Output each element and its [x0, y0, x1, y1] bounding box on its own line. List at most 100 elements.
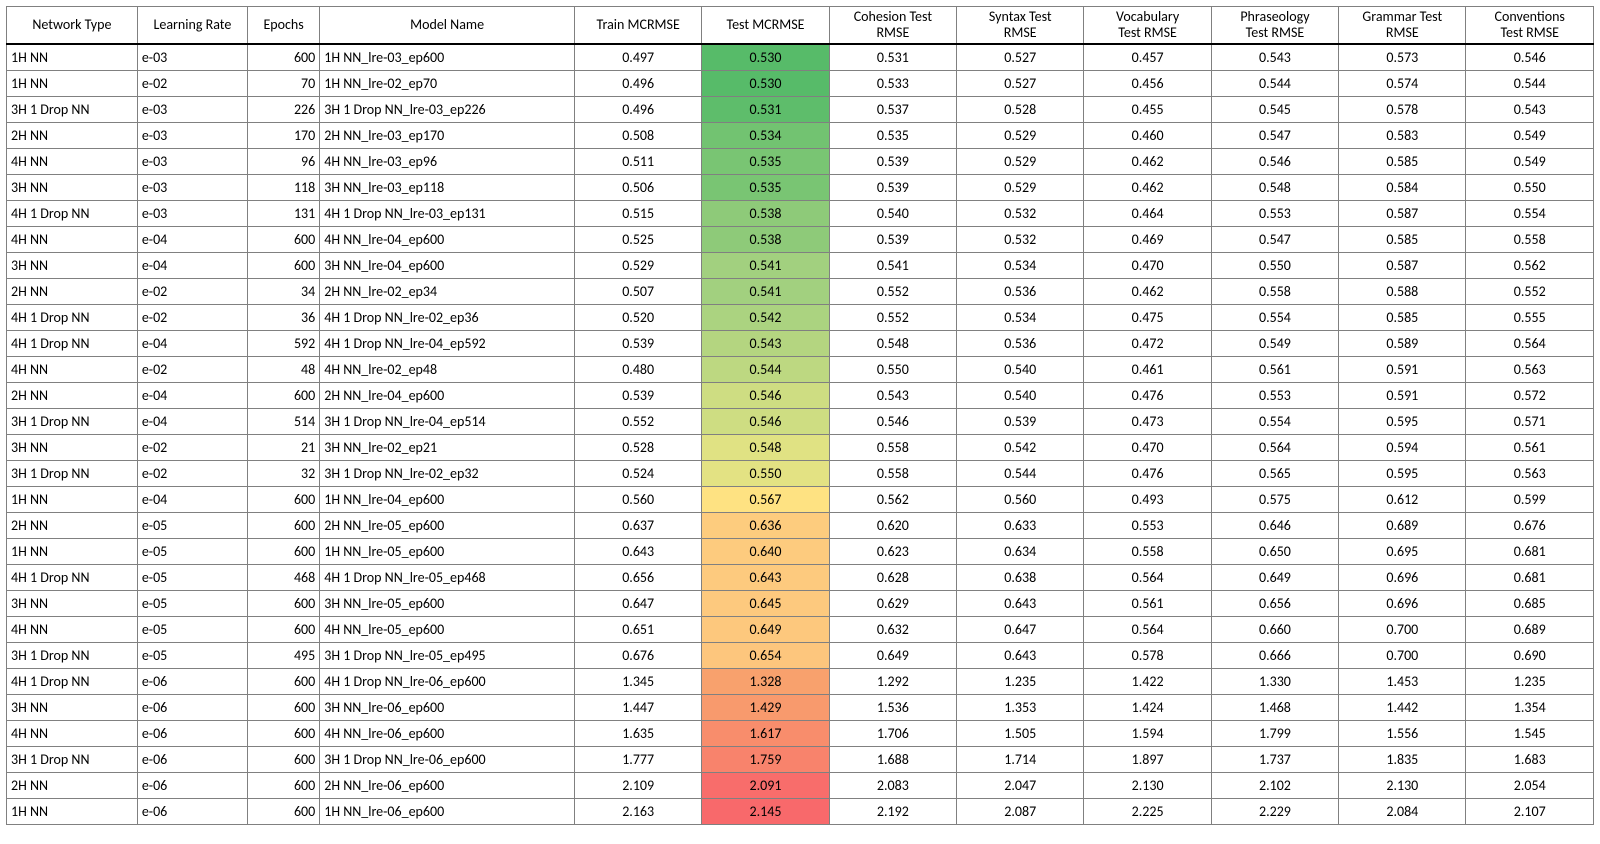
cell-vocabulary: 0.461 [1084, 356, 1211, 382]
cell-test_mcrmse: 0.654 [702, 642, 829, 668]
cell-vocabulary: 1.424 [1084, 694, 1211, 720]
cell-phraseology: 2.102 [1211, 772, 1338, 798]
cell-learning_rate: e-02 [137, 278, 247, 304]
cell-learning_rate: e-05 [137, 538, 247, 564]
table-row: 4H 1 Drop NNe-031314H 1 Drop NN_lre-03_e… [7, 200, 1594, 226]
cell-epochs: 131 [247, 200, 319, 226]
cell-learning_rate: e-03 [137, 122, 247, 148]
cell-epochs: 514 [247, 408, 319, 434]
cell-train_mcrmse: 1.447 [574, 694, 701, 720]
cell-model_name: 4H 1 Drop NN_lre-06_ep600 [320, 668, 575, 694]
table-row: 4H 1 Drop NNe-02364H 1 Drop NN_lre-02_ep… [7, 304, 1594, 330]
cell-syntax: 0.638 [957, 564, 1084, 590]
cell-grammar: 0.573 [1339, 44, 1466, 70]
cell-model_name: 4H NN_lre-05_ep600 [320, 616, 575, 642]
cell-grammar: 2.084 [1339, 798, 1466, 824]
cell-train_mcrmse: 0.497 [574, 44, 701, 70]
cell-epochs: 96 [247, 148, 319, 174]
cell-phraseology: 0.561 [1211, 356, 1338, 382]
cell-conventions: 0.563 [1466, 356, 1594, 382]
cell-epochs: 34 [247, 278, 319, 304]
cell-conventions: 1.683 [1466, 746, 1594, 772]
cell-learning_rate: e-05 [137, 564, 247, 590]
cell-model_name: 1H NN_lre-06_ep600 [320, 798, 575, 824]
cell-test_mcrmse: 1.429 [702, 694, 829, 720]
cell-conventions: 0.685 [1466, 590, 1594, 616]
cell-learning_rate: e-06 [137, 720, 247, 746]
cell-train_mcrmse: 2.163 [574, 798, 701, 824]
cell-model_name: 2H NN_lre-02_ep34 [320, 278, 575, 304]
cell-syntax: 0.643 [957, 590, 1084, 616]
cell-train_mcrmse: 0.552 [574, 408, 701, 434]
cell-train_mcrmse: 0.539 [574, 382, 701, 408]
cell-vocabulary: 0.473 [1084, 408, 1211, 434]
cell-network_type: 1H NN [7, 70, 138, 96]
cell-cohesion: 0.541 [829, 252, 956, 278]
cell-model_name: 3H NN_lre-02_ep21 [320, 434, 575, 460]
cell-conventions: 0.690 [1466, 642, 1594, 668]
cell-vocabulary: 1.422 [1084, 668, 1211, 694]
cell-cohesion: 0.550 [829, 356, 956, 382]
cell-epochs: 600 [247, 694, 319, 720]
cell-train_mcrmse: 0.651 [574, 616, 701, 642]
table-row: 4H 1 Drop NNe-054684H 1 Drop NN_lre-05_e… [7, 564, 1594, 590]
table-row: 1H NNe-036001H NN_lre-03_ep6000.4970.530… [7, 44, 1594, 70]
cell-epochs: 600 [247, 772, 319, 798]
cell-conventions: 0.546 [1466, 44, 1594, 70]
cell-syntax: 1.714 [957, 746, 1084, 772]
cell-grammar: 1.556 [1339, 720, 1466, 746]
cell-syntax: 0.534 [957, 304, 1084, 330]
cell-learning_rate: e-03 [137, 148, 247, 174]
cell-vocabulary: 0.457 [1084, 44, 1211, 70]
col-header-vocabulary: VocabularyTest RMSE [1084, 7, 1211, 45]
cell-train_mcrmse: 0.524 [574, 460, 701, 486]
cell-test_mcrmse: 0.531 [702, 96, 829, 122]
cell-grammar: 0.578 [1339, 96, 1466, 122]
cell-grammar: 0.612 [1339, 486, 1466, 512]
cell-model_name: 3H 1 Drop NN_lre-04_ep514 [320, 408, 575, 434]
cell-conventions: 0.599 [1466, 486, 1594, 512]
cell-network_type: 4H NN [7, 356, 138, 382]
cell-model_name: 3H 1 Drop NN_lre-05_ep495 [320, 642, 575, 668]
cell-train_mcrmse: 0.560 [574, 486, 701, 512]
cell-cohesion: 0.540 [829, 200, 956, 226]
cell-network_type: 1H NN [7, 538, 138, 564]
cell-cohesion: 0.535 [829, 122, 956, 148]
cell-syntax: 0.539 [957, 408, 1084, 434]
cell-test_mcrmse: 0.530 [702, 44, 829, 70]
table-row: 3H 1 Drop NNe-054953H 1 Drop NN_lre-05_e… [7, 642, 1594, 668]
cell-learning_rate: e-05 [137, 512, 247, 538]
cell-conventions: 0.543 [1466, 96, 1594, 122]
cell-train_mcrmse: 2.109 [574, 772, 701, 798]
cell-epochs: 36 [247, 304, 319, 330]
cell-syntax: 0.544 [957, 460, 1084, 486]
cell-phraseology: 0.554 [1211, 304, 1338, 330]
cell-cohesion: 1.706 [829, 720, 956, 746]
cell-model_name: 3H 1 Drop NN_lre-02_ep32 [320, 460, 575, 486]
cell-vocabulary: 0.564 [1084, 564, 1211, 590]
cell-network_type: 2H NN [7, 512, 138, 538]
cell-model_name: 1H NN_lre-04_ep600 [320, 486, 575, 512]
cell-epochs: 600 [247, 486, 319, 512]
table-row: 1H NNe-02701H NN_lre-02_ep700.4960.5300.… [7, 70, 1594, 96]
cell-conventions: 0.554 [1466, 200, 1594, 226]
cell-conventions: 1.545 [1466, 720, 1594, 746]
cell-phraseology: 0.544 [1211, 70, 1338, 96]
cell-vocabulary: 0.469 [1084, 226, 1211, 252]
col-header-conventions: ConventionsTest RMSE [1466, 7, 1594, 45]
cell-epochs: 70 [247, 70, 319, 96]
col-header-cohesion: Cohesion TestRMSE [829, 7, 956, 45]
cell-vocabulary: 0.553 [1084, 512, 1211, 538]
cell-phraseology: 0.553 [1211, 382, 1338, 408]
cell-epochs: 21 [247, 434, 319, 460]
cell-model_name: 4H 1 Drop NN_lre-02_ep36 [320, 304, 575, 330]
cell-test_mcrmse: 1.617 [702, 720, 829, 746]
cell-vocabulary: 0.564 [1084, 616, 1211, 642]
cell-learning_rate: e-04 [137, 382, 247, 408]
cell-syntax: 0.540 [957, 382, 1084, 408]
cell-learning_rate: e-02 [137, 304, 247, 330]
col-header-syntax: Syntax TestRMSE [957, 7, 1084, 45]
cell-epochs: 600 [247, 616, 319, 642]
cell-learning_rate: e-04 [137, 252, 247, 278]
cell-epochs: 600 [247, 538, 319, 564]
